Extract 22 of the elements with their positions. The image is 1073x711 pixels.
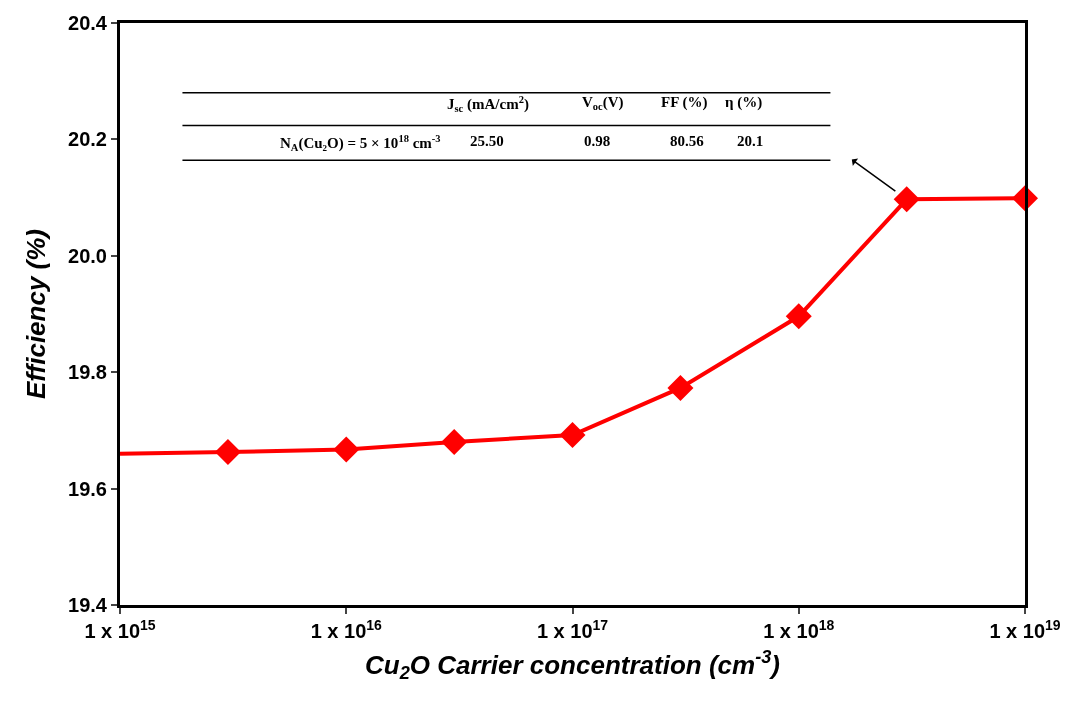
annotation: FF (%) [661,94,708,111]
annotation: J$_{sc}$ (mA/cm$^{2}$) [447,94,529,115]
x-tick-label: 1 x 10$^{17}$ [536,616,609,642]
annotation: 25.50 [470,133,504,149]
y-axis-title: Efficiency (%) [21,228,52,400]
x-axis-title: Cu$_{2}$O Carrier concentration (cm$^{-3}$) [365,646,780,684]
annotation: 80.56 [670,133,705,149]
x-tick-label: 1 x 10$^{15}$ [84,616,156,642]
y-tick-label: 20.0 [68,244,107,267]
y-tick-label: 20.4 [68,12,108,34]
annotation: η (%) [725,94,763,111]
annotation: V$_{oc}$(V) [582,94,624,113]
annotation: 0.98 [584,133,611,149]
annotation: 20.1 [737,133,764,149]
y-tick-label: 20.2 [68,128,107,151]
x-tick-label: 1 x 10$^{19}$ [989,616,1061,642]
y-tick-label: 19.8 [68,361,107,384]
y-tick-label: 19.4 [68,594,108,616]
y-tick-label: 19.6 [68,477,107,500]
x-tick-label: 1 x 10$^{18}$ [763,616,835,642]
annotation: N$_{A}$(Cu₂O) = 5 × 10$^{18}$ cm$^{-3}$ [280,133,441,154]
x-tick-label: 1 x 10$^{16}$ [310,616,383,642]
